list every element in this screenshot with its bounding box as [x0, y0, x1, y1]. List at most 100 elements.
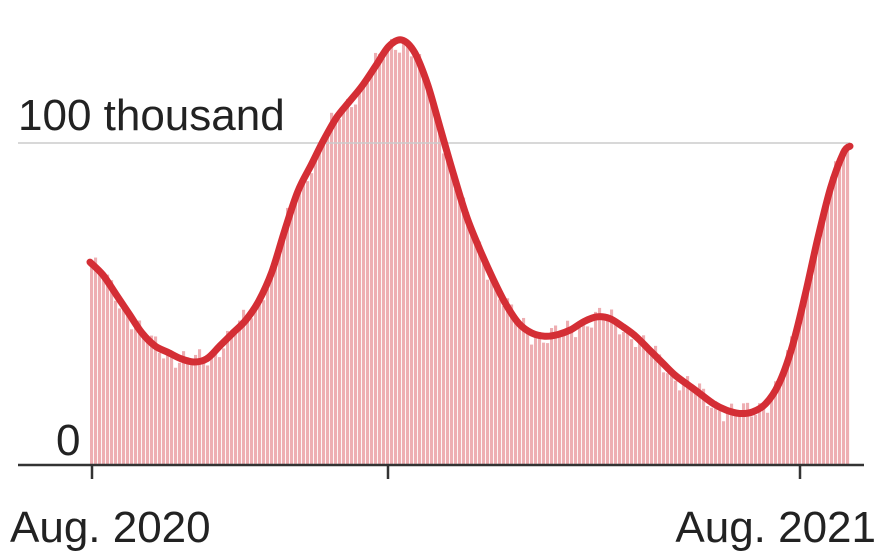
daily-bar	[346, 98, 350, 466]
daily-bar	[342, 106, 346, 465]
daily-bar	[530, 344, 534, 465]
daily-bar	[546, 343, 550, 465]
daily-bar	[762, 407, 766, 465]
daily-bar	[602, 319, 606, 465]
daily-bar	[434, 106, 438, 466]
daily-bar	[718, 410, 722, 465]
daily-bar	[466, 212, 470, 465]
daily-bar	[442, 153, 446, 465]
daily-bar	[258, 296, 262, 465]
daily-bar	[826, 202, 830, 466]
daily-bar	[570, 327, 574, 465]
daily-bar	[90, 264, 94, 465]
daily-bar	[746, 402, 750, 465]
daily-bar	[378, 53, 382, 465]
daily-bar	[210, 351, 214, 465]
daily-bar	[698, 383, 702, 465]
daily-bar	[414, 57, 418, 465]
daily-bar	[486, 279, 490, 465]
daily-bar	[406, 42, 410, 465]
daily-bar	[526, 331, 530, 465]
daily-bar	[618, 334, 622, 465]
daily-bar	[202, 361, 206, 465]
daily-bar	[118, 308, 122, 465]
daily-bar	[274, 255, 278, 465]
daily-bar	[138, 320, 142, 465]
daily-bar	[722, 421, 726, 465]
daily-bar	[106, 274, 110, 465]
daily-bar	[238, 320, 242, 465]
daily-bar	[706, 406, 710, 465]
daily-bar	[606, 318, 610, 465]
daily-bar	[330, 112, 334, 466]
daily-bar	[338, 119, 342, 465]
daily-bar	[794, 334, 798, 465]
daily-bar	[498, 299, 502, 465]
daily-bar	[506, 298, 510, 465]
daily-bar	[690, 388, 694, 465]
daily-bar	[430, 98, 434, 465]
daily-bar	[182, 351, 186, 465]
daily-bar	[322, 144, 326, 466]
daily-bar	[270, 266, 274, 465]
daily-bar	[354, 104, 358, 465]
daily-bar	[290, 206, 294, 465]
daily-bar	[562, 331, 566, 465]
daily-bar	[362, 79, 366, 465]
daily-bar	[538, 331, 542, 465]
daily-bar	[714, 401, 718, 465]
daily-bar	[674, 380, 678, 465]
daily-bar	[566, 320, 570, 465]
daily-bar	[222, 348, 226, 465]
trend-line	[86, 36, 854, 418]
daily-bar	[590, 327, 594, 465]
daily-bar	[558, 335, 562, 465]
daily-bar	[494, 281, 498, 465]
daily-bar	[226, 330, 230, 465]
daily-bar	[770, 397, 774, 465]
daily-bar	[574, 337, 578, 465]
daily-bar	[94, 257, 98, 465]
daily-bar	[514, 321, 518, 465]
daily-bar	[614, 318, 618, 465]
daily-bar	[178, 362, 182, 465]
daily-bar	[458, 198, 462, 465]
daily-bar	[578, 327, 582, 465]
daily-bar	[218, 357, 222, 465]
daily-bar	[766, 412, 770, 465]
daily-bar	[198, 349, 202, 465]
daily-bar	[654, 345, 658, 465]
daily-bar	[782, 373, 786, 465]
daily-bar	[114, 300, 118, 465]
daily-bar	[402, 41, 406, 466]
daily-bar	[598, 307, 602, 465]
y-tick-label-100-thousand: 100 thousand	[18, 91, 285, 140]
daily-bar	[150, 335, 154, 465]
daily-bar	[518, 323, 522, 465]
daily-bar	[710, 407, 714, 465]
daily-bar	[134, 326, 138, 465]
daily-bar	[370, 70, 374, 465]
daily-bar	[358, 86, 362, 466]
daily-bar	[822, 214, 826, 465]
daily-bar	[610, 309, 614, 465]
daily-bar	[830, 176, 834, 466]
daily-bar	[554, 325, 558, 465]
daily-bar	[474, 238, 478, 465]
daily-bar	[834, 161, 838, 465]
daily-bar	[374, 52, 378, 466]
daily-bar	[842, 156, 846, 465]
daily-bar	[582, 318, 586, 465]
daily-bar	[622, 332, 626, 465]
daily-bar	[542, 342, 546, 465]
daily-bar	[286, 207, 290, 465]
daily-bar	[510, 304, 514, 465]
daily-bar	[686, 376, 690, 465]
daily-bars	[90, 38, 850, 466]
daily-bar	[298, 185, 302, 465]
daily-bar	[130, 329, 134, 465]
daily-bar	[758, 403, 762, 465]
daily-bar	[250, 318, 254, 465]
daily-bar	[382, 58, 386, 466]
